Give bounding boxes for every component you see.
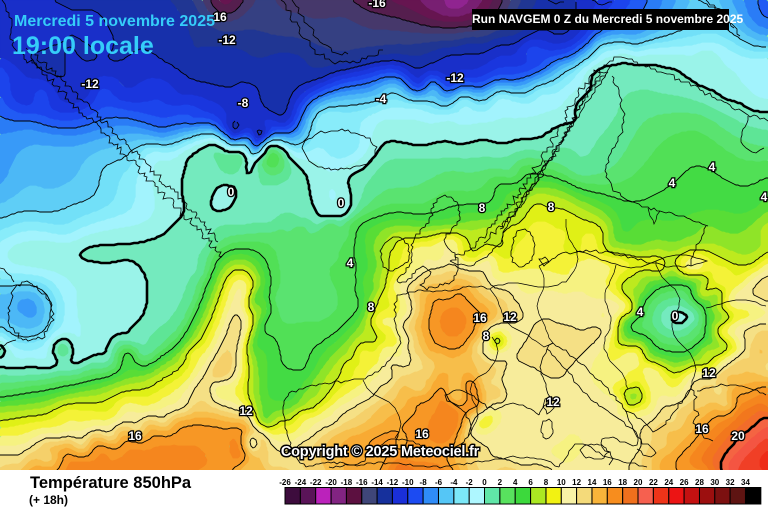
svg-text:16: 16 [213, 10, 227, 24]
svg-text:4: 4 [347, 256, 354, 270]
svg-text:12: 12 [702, 366, 716, 380]
svg-text:20: 20 [731, 429, 745, 443]
svg-text:-20: -20 [325, 478, 337, 487]
svg-text:14: 14 [588, 478, 597, 487]
svg-text:26: 26 [680, 478, 689, 487]
svg-text:0: 0 [672, 309, 679, 323]
svg-text:4: 4 [761, 190, 768, 204]
svg-text:34: 34 [741, 478, 750, 487]
svg-text:12: 12 [239, 404, 253, 418]
svg-text:16: 16 [473, 311, 487, 325]
svg-text:30: 30 [710, 478, 719, 487]
svg-text:8: 8 [548, 200, 555, 214]
svg-text:-22: -22 [310, 478, 322, 487]
svg-text:-6: -6 [435, 478, 443, 487]
svg-text:4: 4 [709, 160, 716, 174]
svg-text:-14: -14 [371, 478, 383, 487]
svg-text:-12: -12 [81, 77, 99, 91]
svg-text:8: 8 [544, 478, 549, 487]
svg-text:32: 32 [726, 478, 735, 487]
svg-text:16: 16 [603, 478, 612, 487]
svg-text:8: 8 [483, 329, 490, 343]
svg-text:-12: -12 [218, 33, 236, 47]
svg-text:0: 0 [482, 478, 487, 487]
svg-text:-8: -8 [238, 96, 249, 110]
svg-text:2: 2 [498, 478, 503, 487]
svg-text:20: 20 [634, 478, 643, 487]
svg-text:4: 4 [513, 478, 518, 487]
svg-text:-2: -2 [466, 478, 474, 487]
svg-text:8: 8 [479, 201, 486, 215]
svg-text:-4: -4 [376, 92, 387, 106]
svg-text:-16: -16 [356, 478, 368, 487]
svg-text:-16: -16 [368, 0, 386, 10]
svg-text:12: 12 [503, 310, 517, 324]
svg-text:10: 10 [557, 478, 566, 487]
svg-text:6: 6 [528, 478, 533, 487]
svg-text:12: 12 [546, 395, 560, 409]
svg-text:-12: -12 [387, 478, 399, 487]
svg-text:16: 16 [415, 427, 429, 441]
svg-text:0: 0 [228, 185, 235, 199]
svg-text:-4: -4 [450, 478, 458, 487]
svg-text:18: 18 [618, 478, 627, 487]
svg-text:-24: -24 [295, 478, 307, 487]
svg-text:-10: -10 [402, 478, 414, 487]
svg-text:12: 12 [572, 478, 581, 487]
svg-text:-18: -18 [341, 478, 353, 487]
svg-text:Copyright © 2025 Meteociel.fr: Copyright © 2025 Meteociel.fr [281, 444, 480, 460]
svg-text:8: 8 [368, 300, 375, 314]
svg-text:16: 16 [695, 422, 709, 436]
svg-text:-12: -12 [446, 71, 464, 85]
svg-text:28: 28 [695, 478, 704, 487]
svg-text:4: 4 [669, 176, 676, 190]
svg-text:4: 4 [637, 305, 644, 319]
svg-text:-26: -26 [279, 478, 291, 487]
svg-text:16: 16 [128, 429, 142, 443]
svg-text:0: 0 [338, 196, 345, 210]
svg-text:24: 24 [664, 478, 673, 487]
svg-text:-8: -8 [420, 478, 428, 487]
svg-text:22: 22 [649, 478, 658, 487]
